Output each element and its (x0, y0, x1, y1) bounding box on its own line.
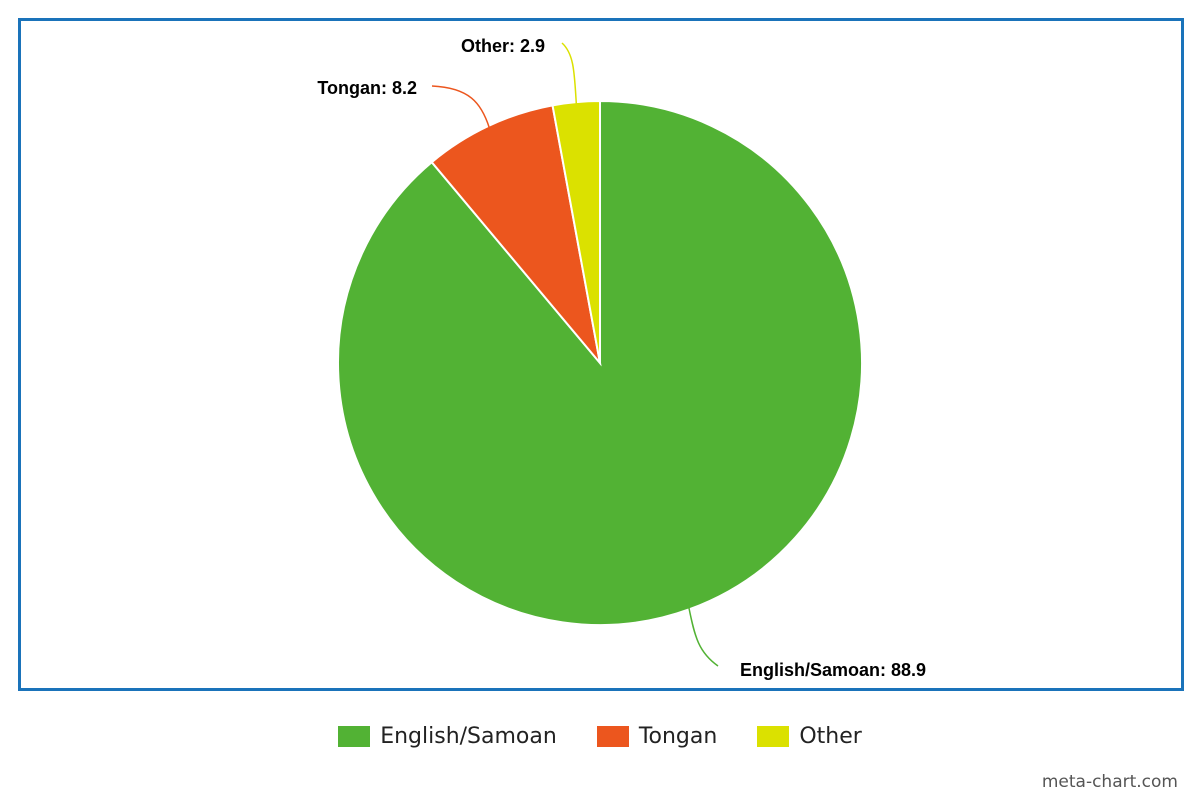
legend-swatch-english-samoan (338, 726, 371, 747)
data-label-english-samoan: English/Samoan: 88.9 (740, 660, 926, 680)
leader-line-english-samoan (688, 607, 719, 667)
legend-swatch-tongan (596, 726, 629, 747)
data-label-tongan: Tongan: 8.2 (317, 78, 417, 98)
legend-label-tongan: Tongan (638, 724, 718, 749)
leader-line-other (561, 42, 578, 105)
legend-label-english-samoan: English/Samoan (380, 724, 557, 749)
watermark: meta-chart.com (1041, 772, 1178, 792)
legend-swatch-other (757, 726, 790, 747)
legend-item-other[interactable]: Other (757, 724, 862, 749)
pie-slices (337, 99, 863, 626)
legend-label-other: Other (799, 724, 862, 749)
pie-data-labels: English/Samoan: 88.9 Tongan: 8.2 Other: 2.… (317, 36, 926, 680)
legend-item-english-samoan[interactable]: English/Samoan (338, 724, 557, 749)
chart-legend: English/Samoan Tongan Other (0, 724, 1200, 749)
data-label-other: Other: 2.9 (461, 36, 545, 56)
legend-item-tongan[interactable]: Tongan (596, 724, 718, 749)
leader-line-tongan (431, 85, 491, 128)
pie-leader-lines (431, 42, 719, 667)
